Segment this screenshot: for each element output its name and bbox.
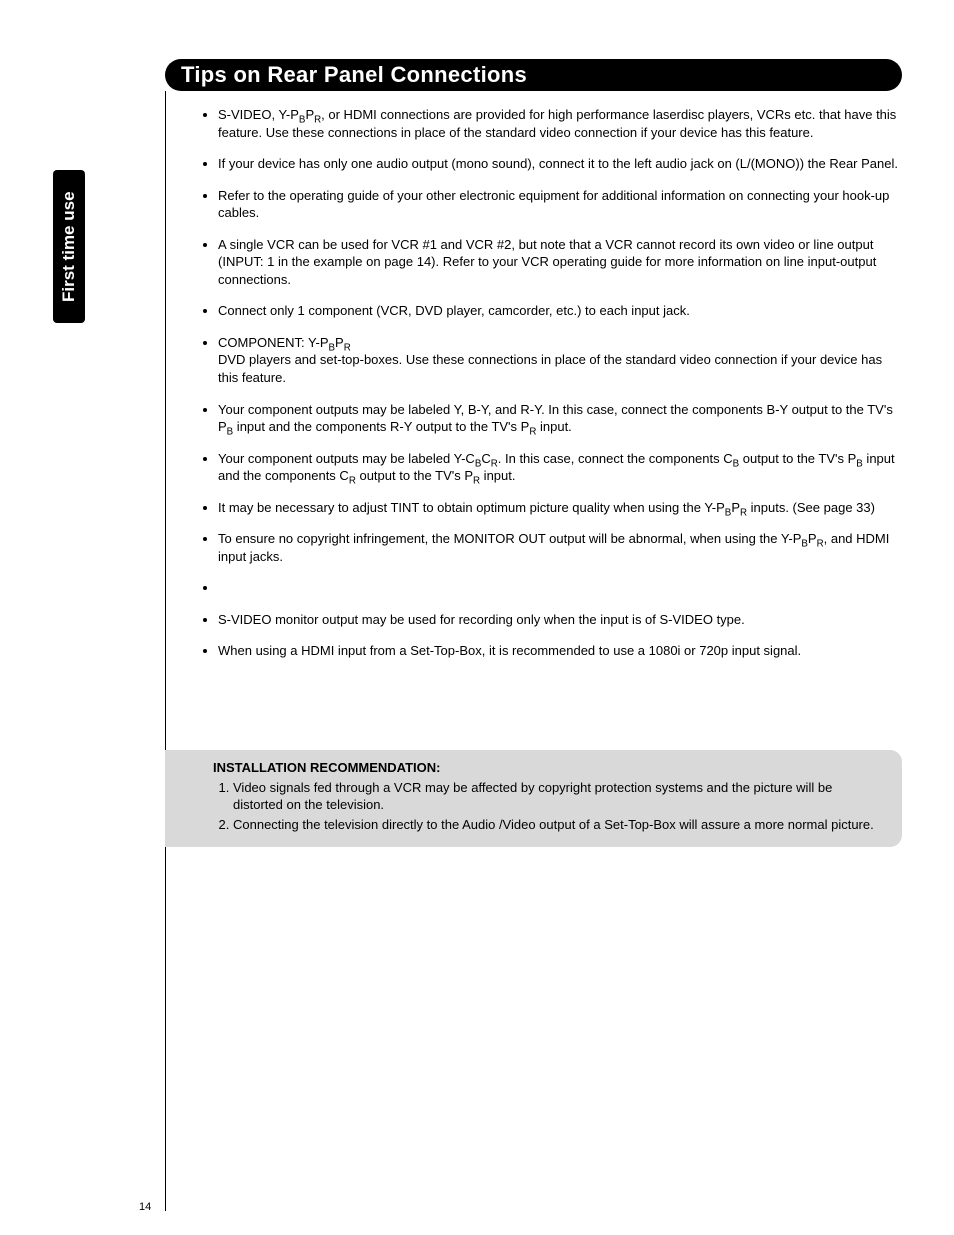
list-item: When using a HDMI input from a Set-Top-B… [218,642,899,660]
vertical-rule [165,91,166,1211]
list-item: Your component outputs may be labeled Y,… [218,401,899,436]
list-item: Connecting the television directly to th… [233,816,884,834]
recommendation-title: INSTALLATION RECOMMENDATION: [213,759,884,777]
list-item [218,579,899,597]
list-item: S-VIDEO, Y-PBPR, or HDMI connections are… [218,106,899,141]
page-number: 14 [139,1201,151,1213]
list-item: Connect only 1 component (VCR, DVD playe… [218,302,899,320]
list-item: Refer to the operating guide of your oth… [218,187,899,222]
recommendation-list: Video signals fed through a VCR may be a… [213,779,884,834]
list-item: To ensure no copyright infringement, the… [218,530,899,565]
installation-recommendation-box: INSTALLATION RECOMMENDATION: Video signa… [165,750,902,847]
list-item: It may be necessary to adjust TINT to ob… [218,499,899,517]
list-item: If your device has only one audio output… [218,155,899,173]
page: First time use Tips on Rear Panel Connec… [0,0,954,1235]
list-item: COMPONENT: Y-PBPRDVD players and set-top… [218,334,899,387]
main-content: S-VIDEO, Y-PBPR, or HDMI connections are… [190,106,899,674]
tips-list: S-VIDEO, Y-PBPR, or HDMI connections are… [190,106,899,660]
section-tab-first-time-use: First time use [53,170,85,323]
list-item: A single VCR can be used for VCR #1 and … [218,236,899,289]
list-item: Your component outputs may be labeled Y-… [218,450,899,485]
list-item: S-VIDEO monitor output may be used for r… [218,611,899,629]
list-item: Video signals fed through a VCR may be a… [233,779,884,814]
page-title: Tips on Rear Panel Connections [165,59,902,91]
